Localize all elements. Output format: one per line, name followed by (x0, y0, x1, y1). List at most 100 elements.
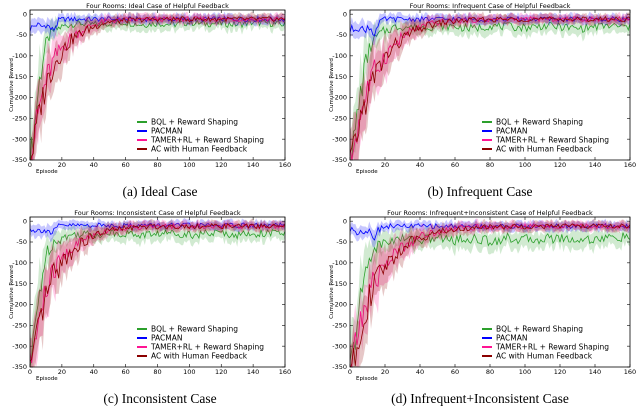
chart-panel-c: Four Rooms: Inconsistent Case of Helpful… (9, 209, 291, 382)
x-tick-label: 100 (519, 368, 531, 376)
y-tick-label: 0 (343, 217, 347, 225)
chart-title: Four Rooms: Inconsistent Case of Helpful… (74, 209, 241, 217)
y-tick-label: 0 (343, 10, 347, 18)
series-band (30, 218, 285, 243)
x-tick-label: 40 (416, 368, 424, 376)
legend-label: AC with Human Feedback (496, 352, 593, 361)
y-tick-label: 0 (23, 10, 27, 18)
y-tick-label: -100 (12, 259, 27, 267)
series-line (30, 15, 285, 160)
x-tick-label: 0 (28, 161, 32, 169)
x-tick-label: 100 (519, 161, 531, 169)
x-tick-label: 120 (215, 368, 227, 376)
x-tick-label: 20 (381, 368, 389, 376)
plot-area (30, 218, 285, 367)
x-tick-label: 80 (153, 161, 161, 169)
y-tick-label: 0 (23, 217, 27, 225)
x-tick-label: 60 (451, 161, 459, 169)
y-tick-label: -350 (12, 156, 27, 164)
y-tick-label: -100 (332, 259, 347, 267)
legend-label: PACMAN (151, 127, 183, 136)
plot-area (30, 11, 285, 160)
legend-label: TAMER+RL + Reward Shaping (495, 136, 609, 145)
y-tick-label: -100 (332, 52, 347, 60)
x-tick-label: 100 (183, 161, 195, 169)
y-tick-label: -200 (12, 301, 27, 309)
y-tick-label: -50 (16, 238, 27, 246)
y-tick-label: -200 (12, 94, 27, 102)
x-tick-label: 0 (28, 368, 32, 376)
x-tick-label: 0 (348, 161, 352, 169)
series-band (30, 218, 285, 367)
x-tick-label: 100 (183, 368, 195, 376)
x-tick-label: 20 (58, 368, 66, 376)
legend-label: AC with Human Feedback (151, 145, 248, 154)
y-tick-label: -250 (12, 322, 27, 330)
legend-label: BQL + Reward Shaping (496, 118, 583, 127)
y-tick-label: -250 (12, 115, 27, 123)
x-tick-label: 160 (279, 161, 291, 169)
legend-label: TAMER+RL + Reward Shaping (150, 343, 264, 352)
y-tick-label: -300 (332, 342, 347, 350)
x-tick-label: 60 (121, 368, 129, 376)
caption-d: (d) Infrequent+Inconsistent Case (391, 391, 569, 406)
legend-label: AC with Human Feedback (496, 145, 593, 154)
legend-label: BQL + Reward Shaping (151, 118, 238, 127)
axes-frame (349, 216, 631, 368)
x-tick-label: 160 (624, 161, 636, 169)
chart-title: Four Rooms: Infrequent Case of Helpful F… (410, 2, 571, 10)
series-line (30, 222, 285, 362)
series-line (350, 231, 630, 361)
caption-c: (c) Inconsistent Case (103, 391, 217, 406)
y-tick-label: -350 (12, 363, 27, 371)
x-axis-label: Episode (356, 169, 378, 175)
legend-label: TAMER+RL + Reward Shaping (495, 343, 609, 352)
x-tick-label: 120 (215, 161, 227, 169)
series-line (350, 223, 630, 367)
chart-title: Four Rooms: Ideal Case of Helpful Feedba… (86, 2, 229, 10)
x-axis-label: Episode (36, 376, 58, 382)
plot-area (350, 218, 630, 367)
series-band (30, 13, 285, 160)
plot-area (350, 11, 630, 160)
y-tick-label: -50 (336, 31, 347, 39)
legend-label: BQL + Reward Shaping (151, 325, 238, 334)
y-tick-label: -250 (332, 115, 347, 123)
chart-title: Four Rooms: Infrequent+Inconsistent Case… (387, 209, 593, 217)
y-tick-label: -300 (12, 135, 27, 143)
y-tick-label: -300 (332, 135, 347, 143)
y-tick-label: -50 (16, 31, 27, 39)
y-axis-label: Cumulative Reward (329, 58, 335, 112)
y-tick-label: -150 (332, 73, 347, 81)
x-tick-label: 80 (153, 368, 161, 376)
series-band (350, 14, 630, 160)
x-tick-label: 120 (554, 368, 566, 376)
y-tick-label: -200 (332, 94, 347, 102)
y-tick-label: -250 (332, 322, 347, 330)
caption-b: (b) Infrequent Case (427, 184, 533, 199)
x-tick-label: 140 (589, 161, 601, 169)
series-band (350, 11, 630, 160)
y-axis-label: Cumulative Reward (9, 265, 15, 319)
y-tick-label: -150 (12, 73, 27, 81)
y-tick-label: -100 (12, 52, 27, 60)
axes-frame (349, 9, 631, 161)
x-tick-label: 0 (348, 368, 352, 376)
x-tick-label: 40 (90, 368, 98, 376)
series-line (350, 222, 630, 241)
y-tick-label: -150 (332, 280, 347, 288)
x-tick-label: 140 (247, 368, 259, 376)
x-tick-label: 80 (486, 368, 494, 376)
x-tick-label: 140 (247, 161, 259, 169)
series-band (350, 223, 630, 367)
axes-frame (29, 9, 286, 161)
x-tick-label: 80 (486, 161, 494, 169)
series-line (350, 223, 630, 367)
y-axis-label: Cumulative Reward (329, 265, 335, 319)
legend-label: TAMER+RL + Reward Shaping (150, 136, 264, 145)
x-tick-label: 60 (451, 368, 459, 376)
caption-a: (a) Ideal Case (122, 184, 198, 199)
x-tick-label: 20 (381, 161, 389, 169)
y-tick-label: -350 (332, 156, 347, 164)
